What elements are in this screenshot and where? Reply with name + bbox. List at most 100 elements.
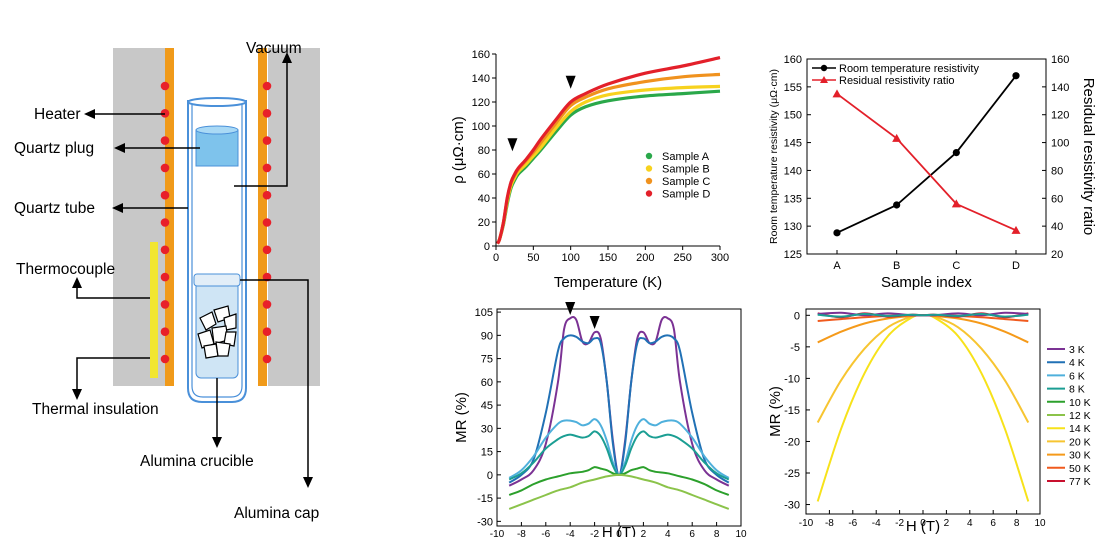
x-tick-label: -6 — [848, 518, 857, 529]
y-tick-label: -5 — [790, 342, 800, 354]
legend-label: Room temperature resistivity — [839, 63, 979, 75]
y-axis-label: MR (%) — [453, 392, 470, 443]
heater-dot-right — [262, 327, 272, 337]
legend-label: 6 K — [1069, 370, 1085, 382]
x-tick-label: -10 — [799, 518, 814, 529]
y-tick-label: 45 — [481, 400, 493, 412]
heater-dot-right — [262, 190, 272, 200]
legend-label: 8 K — [1069, 384, 1085, 396]
y-tick-label: -25 — [784, 468, 800, 480]
y-tick-label: 150 — [784, 110, 802, 122]
x-axis-label: H (T) — [906, 518, 940, 535]
x-tick-label: 300 — [711, 252, 729, 264]
heater-dot-left — [160, 300, 170, 309]
plot-frame — [806, 58, 1047, 255]
heater-dot-left — [160, 136, 170, 145]
legend-marker — [645, 190, 653, 197]
legend-label: 77 K — [1069, 476, 1091, 488]
x-tick-label: 6 — [990, 518, 996, 529]
heater-dot-right — [262, 245, 272, 255]
resistivity-chart: 0 50 100 150 200 250 300 0 20 40 60 80 100 120 140 160 T… — [450, 49, 729, 291]
y-tick-label: -30 — [477, 516, 493, 528]
arrow-heads — [72, 52, 313, 488]
series-line-12-k — [508, 473, 730, 510]
series-line-8-k — [817, 312, 1029, 318]
heater-dot-left — [160, 190, 170, 200]
y-tick-label: 140 — [784, 165, 802, 177]
x-tick-label: -10 — [490, 529, 505, 537]
heater-dot-left — [160, 218, 170, 227]
x-tick-label: 0 — [493, 252, 499, 264]
x-tick-label: 6 — [689, 529, 695, 537]
x-tick-label: -4 — [566, 529, 575, 537]
x-tick-label: 250 — [673, 252, 691, 264]
anomaly-marker — [565, 302, 576, 315]
label-alumina-cap: Alumina cap — [234, 505, 319, 522]
legend-label: Sample D — [662, 189, 710, 201]
alumina-cap — [193, 273, 241, 287]
y-tick-label: 145 — [784, 138, 802, 150]
x-tick-label: 200 — [636, 252, 654, 264]
legend-label: 4 K — [1069, 357, 1085, 369]
x-tick-label: 0 — [920, 518, 926, 529]
x-tick-label: 4 — [665, 529, 671, 537]
legend-label: 30 K — [1069, 450, 1091, 462]
crystal-pieces — [197, 305, 237, 359]
series-line-10-k — [508, 466, 730, 496]
y-tick-label: -10 — [784, 373, 800, 385]
heater-bar-right — [258, 48, 267, 386]
heater-dot-right — [262, 81, 272, 91]
y-tick-label: 160 — [784, 54, 802, 66]
y-axis-label: MR (%) — [767, 386, 784, 437]
quartz-plug — [195, 129, 239, 167]
x-tick-label: -4 — [872, 518, 881, 529]
leader-lines — [76, 60, 309, 480]
plot-frame — [805, 308, 1041, 515]
legend-marker — [820, 64, 828, 72]
label-vacuum: Vacuum — [246, 40, 302, 57]
insulation-right — [268, 48, 320, 386]
series-line-4-k — [508, 334, 730, 484]
y-tick-label: 155 — [784, 82, 802, 94]
heater-dot-right — [262, 136, 272, 145]
heater-dot-left — [160, 81, 170, 91]
legend-label: Sample C — [662, 176, 710, 188]
x-tick-label: 100 — [561, 252, 579, 264]
label-heater: Heater — [34, 106, 81, 123]
anomaly-marker — [507, 138, 518, 152]
x-tick-label: -8 — [517, 529, 526, 537]
anomaly-marker — [589, 315, 600, 329]
legend-label: 10 K — [1069, 397, 1091, 409]
legend-label: 3 K — [1069, 344, 1085, 356]
y-tick-label: 0 — [487, 470, 493, 482]
x-tick-label: 8 — [1014, 518, 1020, 529]
y-tick-label: 140 — [472, 73, 490, 85]
label-alumina-crucible: Alumina crucible — [140, 453, 254, 470]
y-axis-label: Room temperature resistivity (μΩ·cm) — [768, 69, 780, 244]
y-tick-label: 60 — [478, 169, 490, 181]
y-tick-label: 15 — [481, 447, 493, 459]
series-line-room-temperature-resistivity — [836, 75, 1017, 234]
legend-marker — [645, 152, 653, 160]
y2-tick-label: 140 — [1051, 82, 1069, 94]
x-tick-label: 10 — [1034, 518, 1046, 529]
y-tick-label: 80 — [478, 145, 490, 157]
x-tick-label: -6 — [541, 529, 550, 537]
x-tick-label: C — [952, 260, 960, 272]
heater-dot-left — [160, 327, 170, 337]
series-line-14-k — [816, 314, 1030, 502]
legend-label: 20 K — [1069, 436, 1091, 448]
y2-axis-label: Residual resistivity ratio — [1080, 78, 1097, 236]
label-thermal-insulation: Thermal insulation — [32, 401, 159, 418]
y-tick-label: 160 — [472, 49, 490, 61]
legend-marker — [645, 165, 653, 172]
series-line-3-k — [508, 316, 730, 487]
label-quartz-tube: Quartz tube — [14, 200, 95, 217]
quartz-plug-top — [195, 125, 239, 135]
data-point — [833, 229, 841, 237]
y-tick-label: 20 — [478, 217, 490, 229]
y-tick-label: -15 — [784, 405, 800, 417]
x-tick-label: -2 — [895, 518, 904, 529]
y-tick-label: 0 — [484, 241, 490, 253]
